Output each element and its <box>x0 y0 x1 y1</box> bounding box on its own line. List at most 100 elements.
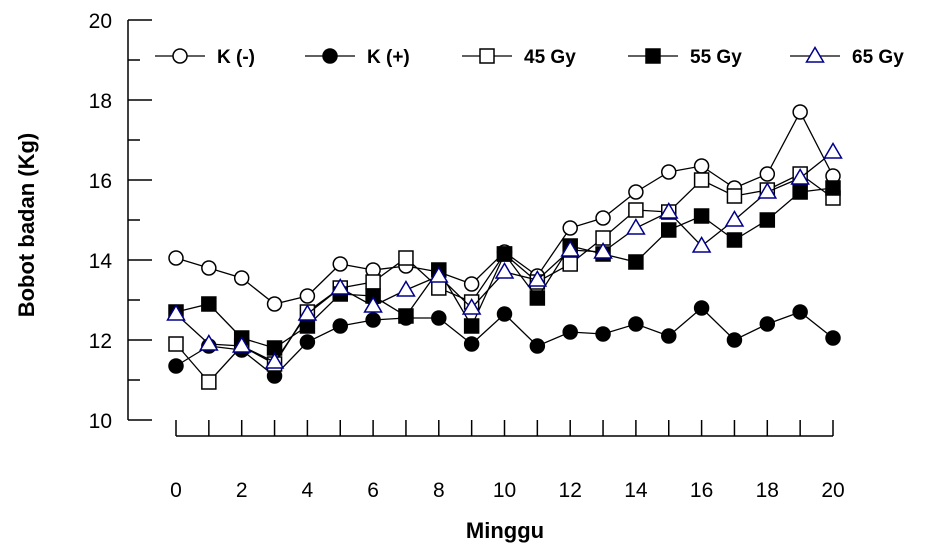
data-point <box>496 246 513 262</box>
data-point <box>792 184 808 200</box>
x-tick-label: 2 <box>236 479 248 502</box>
data-point <box>628 254 644 270</box>
data-point <box>593 242 613 259</box>
data-point <box>628 184 644 200</box>
data-point <box>529 338 546 354</box>
data-point <box>792 104 808 120</box>
data-point <box>365 312 381 328</box>
y-tick-label: 18 <box>89 90 112 113</box>
legend-entry: 65 Gy <box>790 46 904 68</box>
series-65-gy <box>166 142 843 369</box>
axes <box>127 19 834 437</box>
data-point <box>168 250 184 266</box>
data-point <box>562 324 578 340</box>
data-point <box>398 250 414 266</box>
legend-label: 55 Gy <box>690 47 742 68</box>
legend-label: K (+) <box>367 47 410 68</box>
data-point <box>463 276 480 292</box>
data-point <box>431 310 447 326</box>
data-point <box>825 330 841 346</box>
x-tick-label: 16 <box>690 479 713 502</box>
data-point <box>201 260 217 276</box>
data-point <box>691 236 712 253</box>
data-point <box>693 158 710 174</box>
data-point <box>693 172 710 188</box>
data-point <box>823 142 843 159</box>
x-tick-label: 0 <box>170 479 182 502</box>
data-point <box>233 270 250 286</box>
data-point <box>726 188 743 204</box>
data-point <box>595 210 611 226</box>
data-point <box>431 280 447 296</box>
legend-label: K (-) <box>217 47 255 68</box>
legend-marker <box>322 48 338 64</box>
x-tick-label: 8 <box>433 479 445 502</box>
data-point <box>463 318 480 334</box>
legend-label: 45 Gy <box>524 47 576 68</box>
legend-marker <box>645 48 661 64</box>
data-point <box>790 168 810 185</box>
data-point <box>759 212 776 228</box>
legend-marker <box>805 46 825 63</box>
y-tick-label: 10 <box>89 410 112 433</box>
data-point <box>527 270 548 287</box>
data-point <box>332 318 348 334</box>
data-point <box>757 182 778 199</box>
data-point <box>168 336 184 352</box>
data-point <box>726 332 743 348</box>
data-point <box>428 266 449 283</box>
y-tick-label: 20 <box>89 10 112 33</box>
data-point <box>562 220 578 236</box>
legend-marker <box>172 48 188 64</box>
data-point <box>166 304 186 321</box>
data-point <box>201 374 217 390</box>
x-tick-label: 12 <box>559 479 582 502</box>
data-point <box>297 304 318 321</box>
data-point <box>626 218 646 235</box>
data-point <box>299 288 316 304</box>
data-point <box>199 334 219 351</box>
x-tick-label: 6 <box>367 479 379 502</box>
data-point <box>693 208 710 224</box>
data-point <box>759 316 776 332</box>
legend: K (-) K (+) 45 Gy 55 Gy 65 Gy <box>155 46 904 68</box>
data-point <box>365 274 381 290</box>
data-point <box>231 336 252 353</box>
x-tick-label: 10 <box>493 479 516 502</box>
data-point <box>658 202 679 219</box>
x-tick-label: 14 <box>624 479 648 502</box>
data-point <box>595 326 611 342</box>
data-point <box>628 202 644 218</box>
data-point <box>661 164 677 180</box>
data-point <box>332 256 348 272</box>
data-point <box>562 256 578 272</box>
data-point <box>560 240 581 257</box>
data-point <box>661 222 677 238</box>
x-tick-label: 18 <box>756 479 779 502</box>
legend-label: 65 Gy <box>852 47 904 68</box>
data-point <box>496 306 513 322</box>
data-point <box>168 358 184 374</box>
data-point <box>759 166 776 182</box>
data-point <box>628 316 644 332</box>
data-point <box>201 296 217 312</box>
legend-entry: K (-) <box>155 47 255 68</box>
data-point <box>363 296 383 313</box>
data-point <box>693 300 710 316</box>
legend-entry: 55 Gy <box>628 47 742 68</box>
data-point <box>398 308 414 324</box>
x-tick-label: 4 <box>302 479 314 502</box>
data-point <box>726 232 743 248</box>
data-point <box>299 334 316 350</box>
data-point <box>463 336 480 352</box>
y-tick-label: 12 <box>89 330 112 353</box>
data-point <box>494 262 515 279</box>
data-point <box>661 328 677 344</box>
series-k <box>168 104 841 312</box>
series-group <box>166 104 843 390</box>
x-tick-label: 20 <box>821 479 844 502</box>
data-point <box>825 180 841 196</box>
data-point <box>330 278 351 295</box>
y-axis-title: Bobot badan (Kg) <box>14 133 39 318</box>
